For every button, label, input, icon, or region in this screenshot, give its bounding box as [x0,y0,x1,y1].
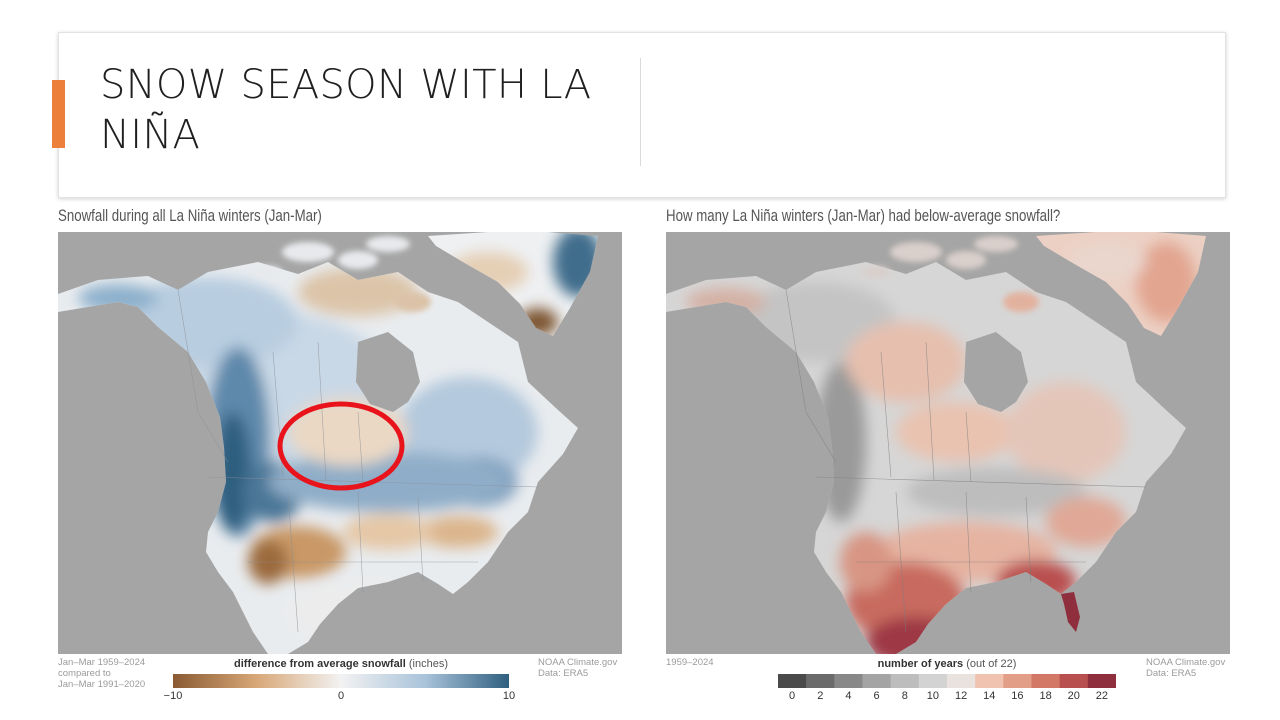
right-legend-bin [947,674,976,688]
right-legend-tick-label: 10 [926,690,940,702]
slide-title[interactable]: SNOW SEASON WITH LA NIÑA [100,62,592,158]
left-legend-title: difference from average snowfall (inches… [234,658,448,670]
right-legend-bin [975,674,1004,688]
title-divider [640,58,641,166]
right-legend-bin [1087,674,1116,688]
title-accent-bar [52,80,65,148]
left-map-heading: Snowfall during all La Niña winters (Jan… [58,206,322,225]
left-legend-tick-label: 10 [502,690,516,702]
right-legend-tick-label: 20 [1067,690,1080,702]
right-legend-bin [1059,674,1089,688]
right-legend-tick-label: 22 [1095,690,1109,702]
title-card [58,32,1226,198]
right-legend-tick-label: 14 [983,690,996,702]
right-legend-bin [1003,674,1032,688]
right-legend-bin [918,674,948,688]
right-legend-binned-bar [778,674,1116,688]
right-legend-tick-label: 2 [817,690,824,702]
right-legend-tick-label: 18 [1039,690,1052,702]
left-legend-source-note: NOAA Climate.gov Data: ERA5 [538,657,618,679]
left-snowfall-difference-map [58,232,622,654]
left-legend-tick-label: 0 [337,690,345,702]
right-legend-source-note: NOAA Climate.gov Data: ERA5 [1146,657,1226,679]
right-legend: 1959–2024 number of years (out of 22) 0 2… [666,654,1230,704]
right-legend-period-note: 1959–2024 [666,657,714,668]
right-legend-bin [778,674,807,688]
highlight-circle-annotation [277,401,405,491]
right-legend-bin [806,674,835,688]
right-legend-tick-label: 8 [901,690,908,702]
right-below-average-years-map [666,232,1230,654]
right-legend-tick-label: 16 [1011,690,1024,702]
right-legend-bin [1031,674,1060,688]
right-legend-tick-label: 6 [873,690,880,702]
right-legend-bin [890,674,920,688]
left-gradient-fill [173,674,509,688]
right-legend-bin [862,674,891,688]
left-legend-period-note: Jan–Mar 1959–2024 compared to Jan–Mar 19… [58,657,146,690]
right-legend-title: number of years (out of 22) [877,658,1017,670]
right-map-heading: How many La Niña winters (Jan-Mar) had b… [666,206,1061,225]
right-legend-tick-label: 12 [954,690,968,702]
right-legend-tick-label: 0 [789,690,796,702]
left-legend: Jan–Mar 1959–2024 compared to Jan–Mar 19… [58,654,622,704]
left-legend-tick-label: −10 [163,690,183,702]
right-legend-tick-label: 4 [845,690,852,702]
right-legend-bin [834,674,863,688]
left-legend-gradient-bar [173,674,509,688]
